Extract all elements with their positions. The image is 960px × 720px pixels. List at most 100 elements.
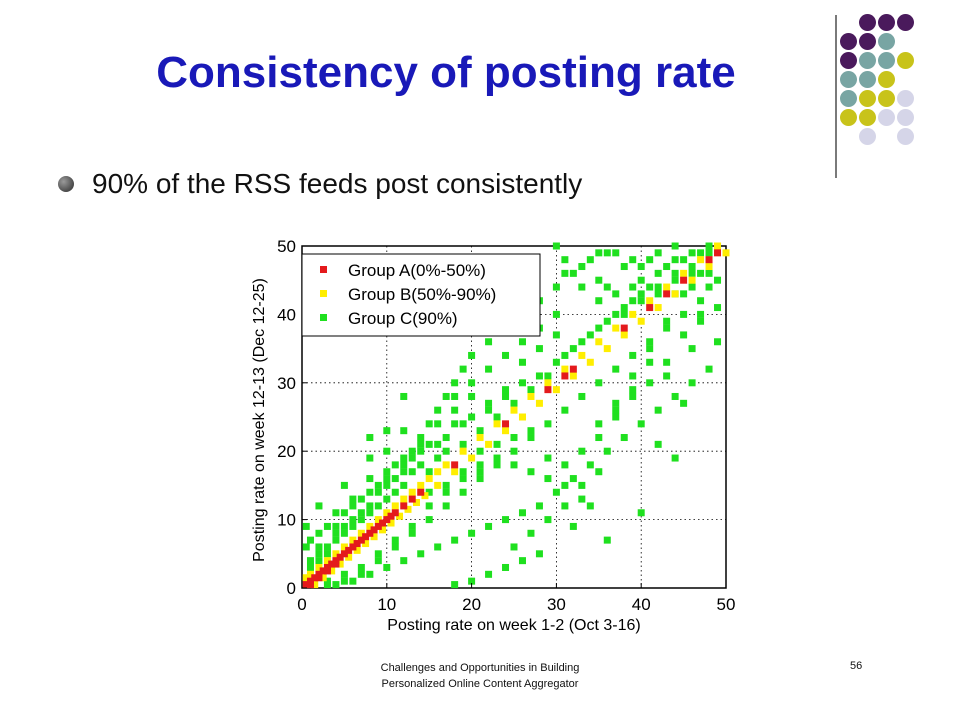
data-point	[396, 512, 404, 520]
data-point	[535, 345, 543, 353]
data-point	[663, 372, 671, 380]
decorative-divider	[835, 15, 837, 178]
data-point	[544, 516, 552, 524]
data-point	[425, 468, 433, 476]
axis-ticks: 0 10 20 30 40 50 0 10 20 30 40 50	[277, 237, 735, 614]
data-point	[518, 338, 526, 346]
data-point	[340, 543, 348, 551]
data-point	[451, 468, 459, 476]
data-point	[391, 536, 399, 544]
data-point	[654, 290, 662, 298]
data-point	[578, 447, 586, 455]
data-point	[306, 563, 314, 571]
data-point	[586, 358, 594, 366]
data-point	[637, 317, 645, 325]
data-point	[714, 304, 722, 312]
legend-label: Group C(90%)	[348, 309, 458, 328]
data-point	[586, 256, 594, 264]
data-point	[345, 546, 353, 554]
data-point	[646, 283, 654, 291]
data-point	[306, 570, 314, 578]
data-point	[697, 317, 705, 325]
data-point	[637, 509, 645, 517]
data-point	[485, 522, 493, 530]
data-point	[595, 249, 603, 257]
data-point	[485, 338, 493, 346]
data-point	[561, 269, 569, 277]
data-point	[654, 269, 662, 277]
data-point	[425, 516, 433, 524]
data-point	[485, 365, 493, 373]
data-point	[629, 310, 637, 318]
data-point	[379, 519, 387, 527]
data-point	[425, 475, 433, 483]
data-point	[332, 529, 340, 537]
data-point	[387, 512, 395, 520]
data-point	[603, 447, 611, 455]
data-point	[323, 522, 331, 530]
data-point	[569, 475, 577, 483]
decorative-dot	[859, 52, 876, 69]
data-point	[366, 488, 374, 496]
data-point	[552, 310, 560, 318]
data-point	[434, 543, 442, 551]
data-point	[425, 502, 433, 510]
data-point	[612, 399, 620, 407]
data-point	[561, 372, 569, 380]
data-point	[527, 529, 535, 537]
data-point	[688, 345, 696, 353]
data-point	[680, 331, 688, 339]
data-point	[383, 516, 391, 524]
data-point	[493, 454, 501, 462]
data-point	[315, 557, 323, 565]
data-point	[705, 249, 713, 257]
data-point	[349, 543, 357, 551]
data-point	[383, 495, 391, 503]
data-point	[705, 365, 713, 373]
data-point	[383, 509, 391, 517]
data-point	[629, 386, 637, 394]
data-point	[485, 570, 493, 578]
data-point	[697, 269, 705, 277]
data-point	[468, 413, 476, 421]
data-point	[442, 481, 450, 489]
data-point	[586, 502, 594, 510]
data-point	[714, 338, 722, 346]
data-point	[408, 488, 416, 496]
scatter-chart: 0 10 20 30 40 50 0 10 20 30 40 50 Posting rate on w…	[240, 222, 740, 634]
data-point	[595, 379, 603, 387]
data-point	[510, 406, 518, 414]
data-point	[595, 420, 603, 428]
data-point	[552, 242, 560, 250]
data-point	[408, 529, 416, 537]
data-point	[612, 290, 620, 298]
data-point	[510, 399, 518, 407]
legend-marker	[320, 314, 327, 321]
data-point	[705, 263, 713, 271]
decorative-dot	[840, 109, 857, 126]
data-point	[408, 454, 416, 462]
data-point	[451, 420, 459, 428]
data-point	[383, 447, 391, 455]
data-point	[357, 509, 365, 517]
data-point	[468, 529, 476, 537]
data-point	[434, 468, 442, 476]
data-point	[620, 434, 628, 442]
data-point	[315, 502, 323, 510]
data-point	[569, 345, 577, 353]
data-point	[680, 276, 688, 284]
data-point	[476, 475, 484, 483]
data-point	[620, 310, 628, 318]
data-point	[561, 461, 569, 469]
data-point	[400, 454, 408, 462]
y-tick-label: 20	[277, 442, 296, 461]
data-point	[476, 461, 484, 469]
data-point	[671, 454, 679, 462]
data-point	[383, 468, 391, 476]
footer-line-1: Challenges and Opportunities in Building	[380, 662, 580, 674]
data-point	[400, 461, 408, 469]
data-point	[366, 570, 374, 578]
data-point	[502, 351, 510, 359]
data-point	[654, 304, 662, 312]
y-tick-label: 40	[277, 305, 296, 324]
